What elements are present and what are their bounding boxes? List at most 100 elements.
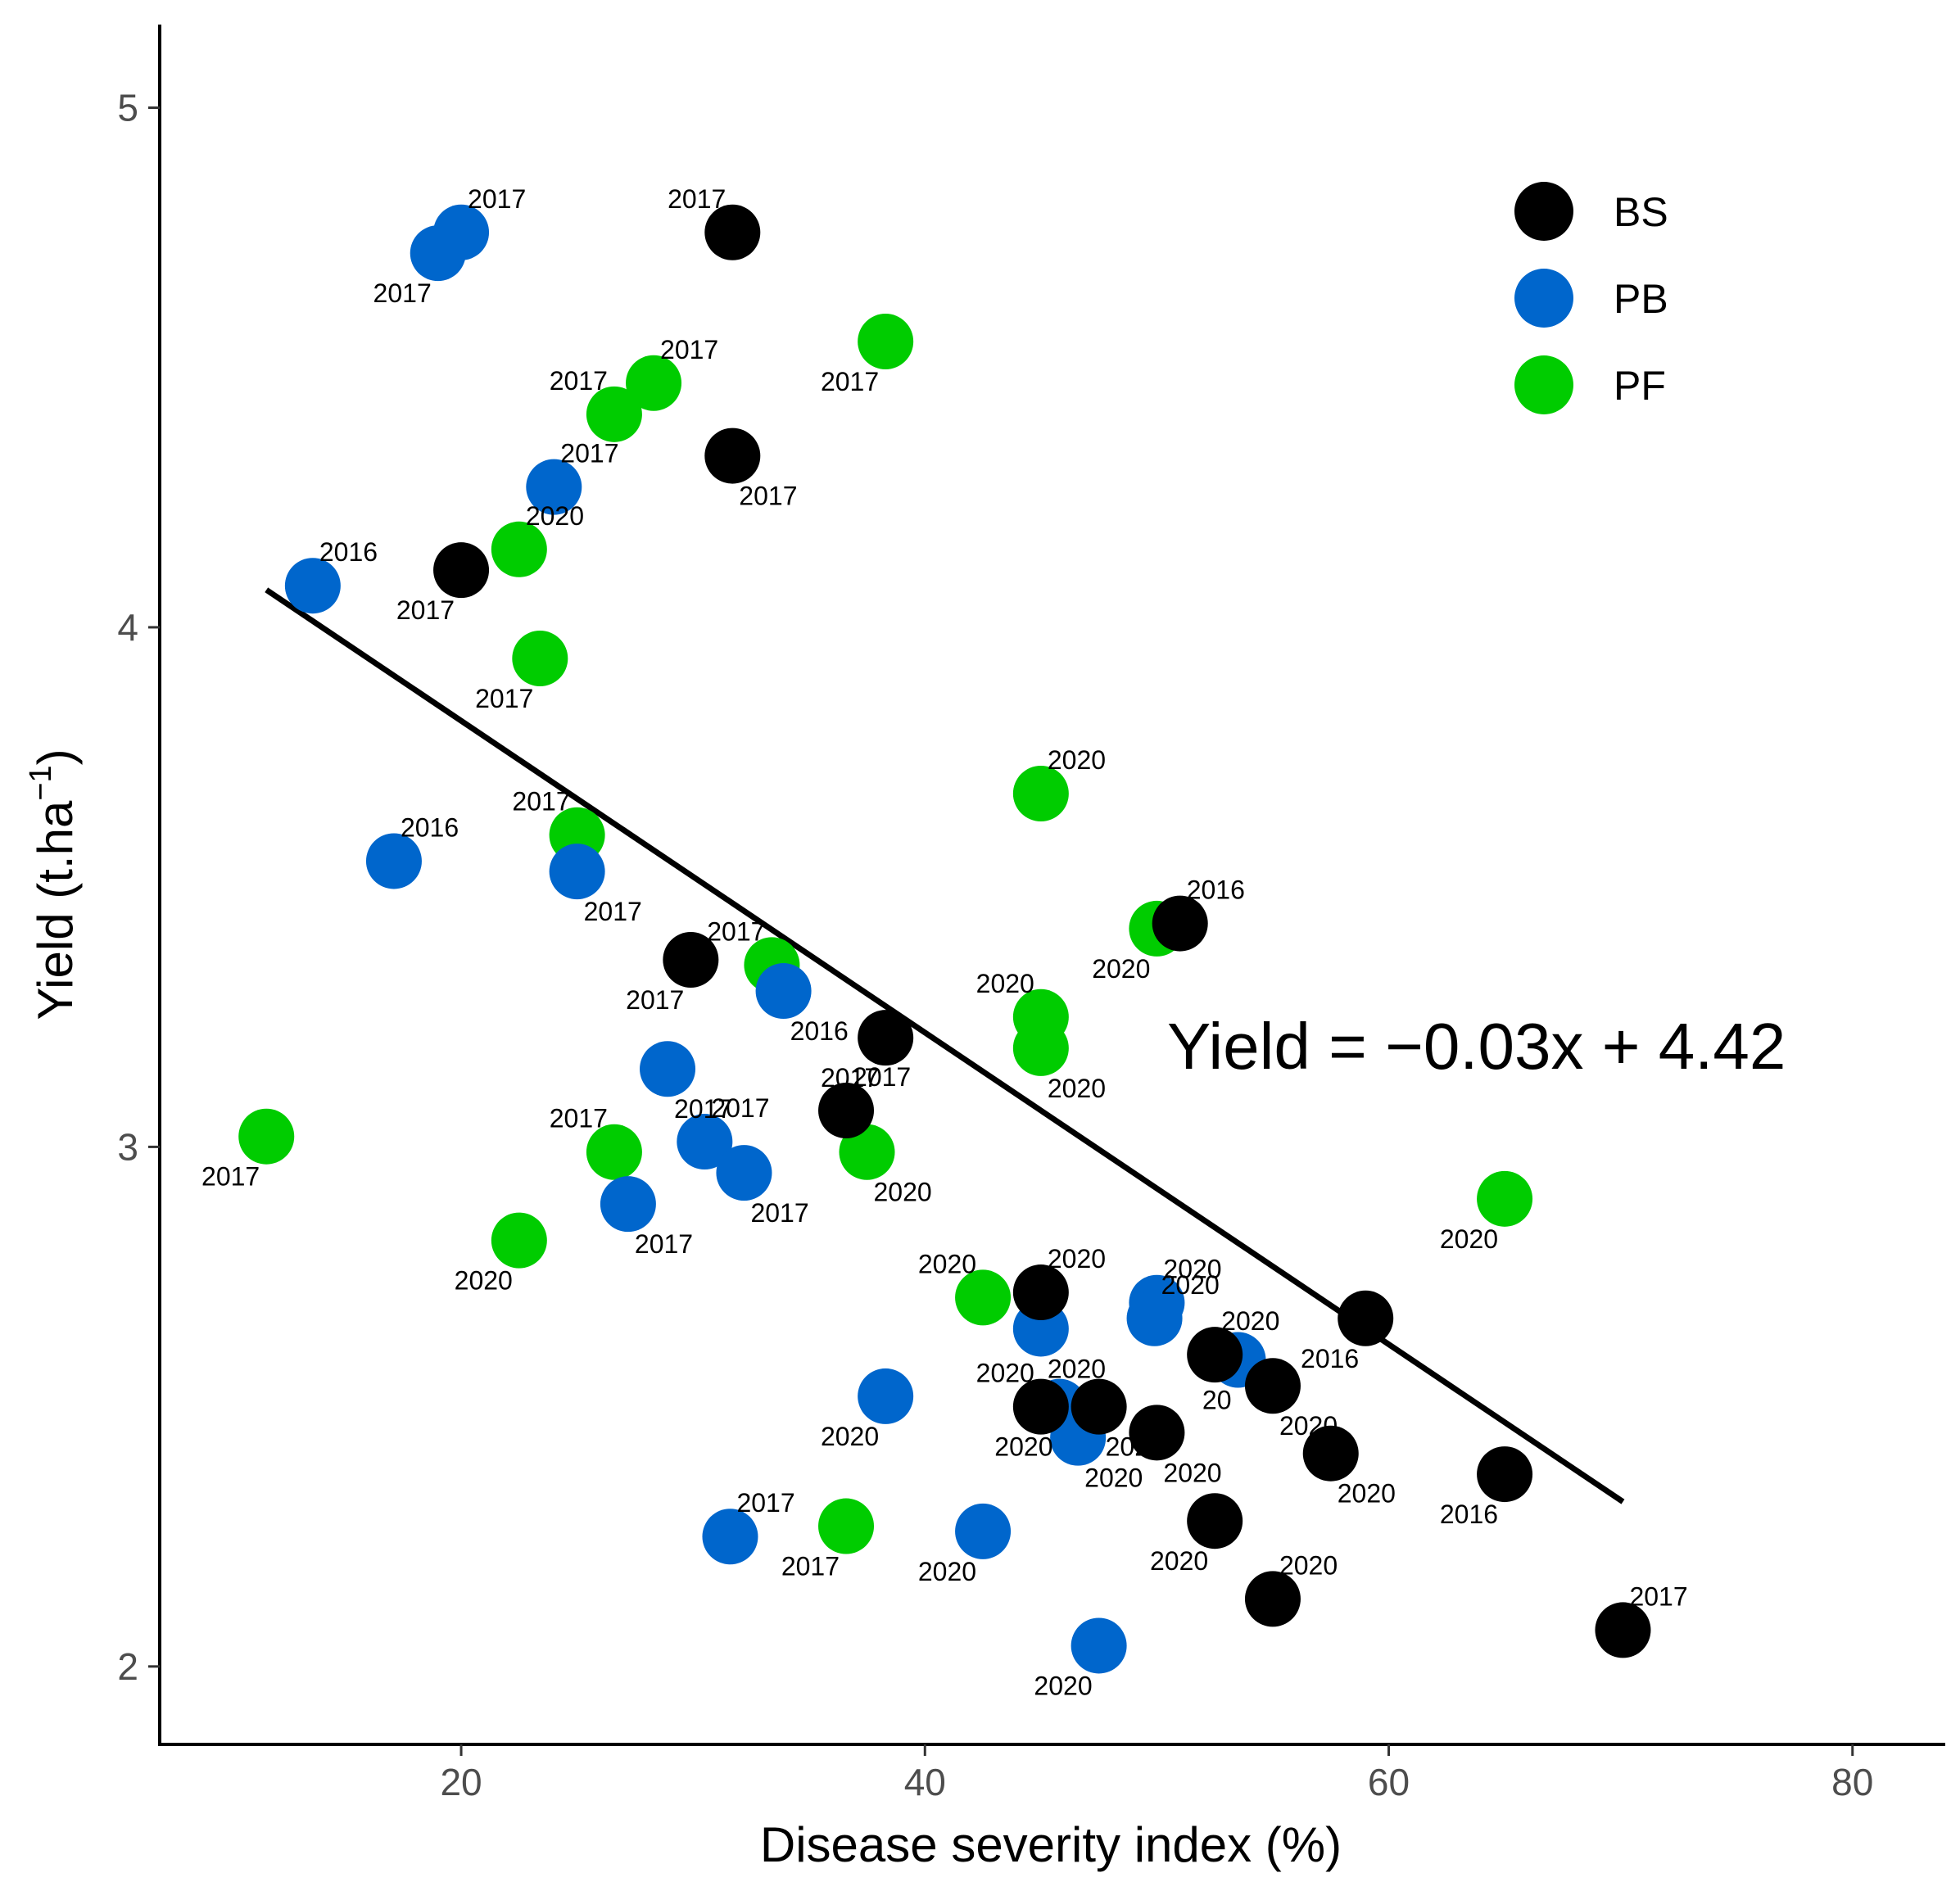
regression-layer — [265, 587, 1625, 1504]
y-tick-label: 2 — [117, 1645, 138, 1688]
point-pb — [702, 1509, 758, 1565]
point-label: 2020 — [976, 969, 1034, 998]
point-pb — [365, 833, 422, 889]
point-pf — [858, 314, 914, 370]
legend-label: BS — [1614, 189, 1668, 235]
point-label: 2020 — [1048, 1244, 1106, 1273]
point-bs — [1012, 1264, 1069, 1321]
point-label: 2017 — [674, 1094, 732, 1124]
point-label: 2016 — [1440, 1500, 1498, 1529]
point-label: 2016 — [401, 812, 459, 842]
point-label: 2020 — [1161, 1270, 1220, 1300]
point-label: 2017 — [736, 1488, 794, 1518]
point-label: 2017 — [201, 1162, 260, 1192]
point-bs — [1302, 1425, 1359, 1482]
point-pf — [1012, 1020, 1069, 1076]
point-pf — [1477, 1170, 1533, 1227]
point-pf — [512, 631, 568, 687]
point-label: 2020 — [1048, 1354, 1106, 1383]
point-pf — [491, 1212, 547, 1269]
point-label: 2016 — [790, 1016, 849, 1046]
point-label: 2020 — [918, 1249, 976, 1278]
point-label: 2020 — [1048, 745, 1106, 775]
point-label: 2017 — [396, 595, 455, 625]
point-label: 2020 — [455, 1266, 513, 1296]
point-pf — [586, 1124, 642, 1180]
point-label: 2017 — [512, 787, 570, 817]
axes-layer — [158, 25, 1945, 1746]
point-pb — [1071, 1617, 1127, 1674]
point-label: 2020 — [1338, 1479, 1396, 1509]
point-label: 2017 — [550, 366, 608, 396]
point-label: 2017 — [821, 367, 879, 396]
point-labels-layer: 2017201720172020201720202017202020172020… — [201, 184, 1688, 1701]
point-label: 2016 — [319, 537, 378, 567]
point-label: 2017 — [560, 439, 618, 468]
point-label: 2020 — [1048, 1074, 1106, 1103]
point-pf — [586, 386, 642, 442]
x-tick-label: 60 — [1368, 1761, 1410, 1803]
point-pb — [858, 1368, 914, 1424]
point-bs — [858, 1010, 914, 1066]
point-label: 2017 — [550, 1104, 608, 1133]
point-bs — [1244, 1571, 1301, 1627]
point-label: 2017 — [584, 897, 642, 926]
point-label: 20 — [1202, 1386, 1232, 1415]
point-pf — [491, 521, 547, 577]
y-tick-label: 4 — [117, 606, 138, 649]
point-pb — [640, 1041, 696, 1097]
point-bs — [1338, 1290, 1394, 1346]
svg-text:Yield (t.ha−1): Yield (t.ha−1) — [24, 749, 83, 1020]
point-label: 2017 — [373, 278, 432, 308]
legend-key-bs — [1514, 182, 1573, 241]
point-label: 2020 — [1150, 1546, 1208, 1576]
point-pf — [1012, 765, 1069, 821]
point-label: 2020 — [526, 501, 584, 531]
x-tick-label: 40 — [904, 1761, 946, 1803]
point-pb — [410, 225, 466, 282]
point-bs — [704, 204, 761, 260]
point-label: 2017 — [781, 1552, 840, 1581]
point-label: 2020 — [874, 1178, 932, 1207]
point-label: 2017 — [1629, 1581, 1687, 1611]
point-label: 2020 — [1221, 1306, 1279, 1336]
point-label: 2020 — [1279, 1550, 1338, 1580]
point-label: 2020 — [1279, 1411, 1338, 1441]
point-pb — [1126, 1290, 1183, 1346]
ticks-layer: 20 40 60 80 2 3 4 5 — [117, 87, 1873, 1803]
point-pf — [626, 355, 682, 411]
point-pf — [238, 1108, 295, 1165]
y-axis-title: Yield (t.ha−1) — [24, 749, 83, 1020]
point-pf — [818, 1498, 875, 1554]
point-label: 2017 — [635, 1229, 693, 1259]
point-bs — [663, 931, 719, 988]
point-label: 2020 — [1092, 954, 1150, 984]
point-label: 2017 — [626, 985, 684, 1015]
point-label: 2016 — [1187, 875, 1245, 905]
point-label: 2017 — [739, 482, 797, 511]
legend: BS PB PF — [1514, 182, 1668, 414]
point-bs — [1152, 895, 1208, 952]
point-label: 2020 — [1440, 1224, 1498, 1254]
point-bs — [1477, 1446, 1533, 1503]
point-label: 2017 — [475, 684, 533, 713]
point-pf — [839, 1124, 895, 1180]
point-label: 2020 — [918, 1557, 976, 1586]
point-label: 2017 — [660, 335, 718, 364]
point-pb — [600, 1176, 656, 1233]
point-label: 2020 — [1034, 1671, 1092, 1700]
legend-key-pf — [1514, 355, 1573, 414]
point-label: 2020 — [976, 1359, 1034, 1388]
regression-line — [265, 587, 1625, 1504]
point-label: 2020 — [1163, 1458, 1221, 1487]
point-label: 2017 — [821, 1063, 879, 1093]
y-axis-title-superscript: −1 — [24, 765, 58, 800]
y-tick-label: 5 — [117, 87, 138, 129]
point-bs — [704, 428, 761, 484]
point-bs — [1187, 1493, 1243, 1549]
x-tick-label: 20 — [440, 1761, 482, 1803]
point-pb — [284, 558, 341, 614]
point-label: 2020 — [1106, 1432, 1164, 1462]
point-pb — [549, 844, 605, 900]
